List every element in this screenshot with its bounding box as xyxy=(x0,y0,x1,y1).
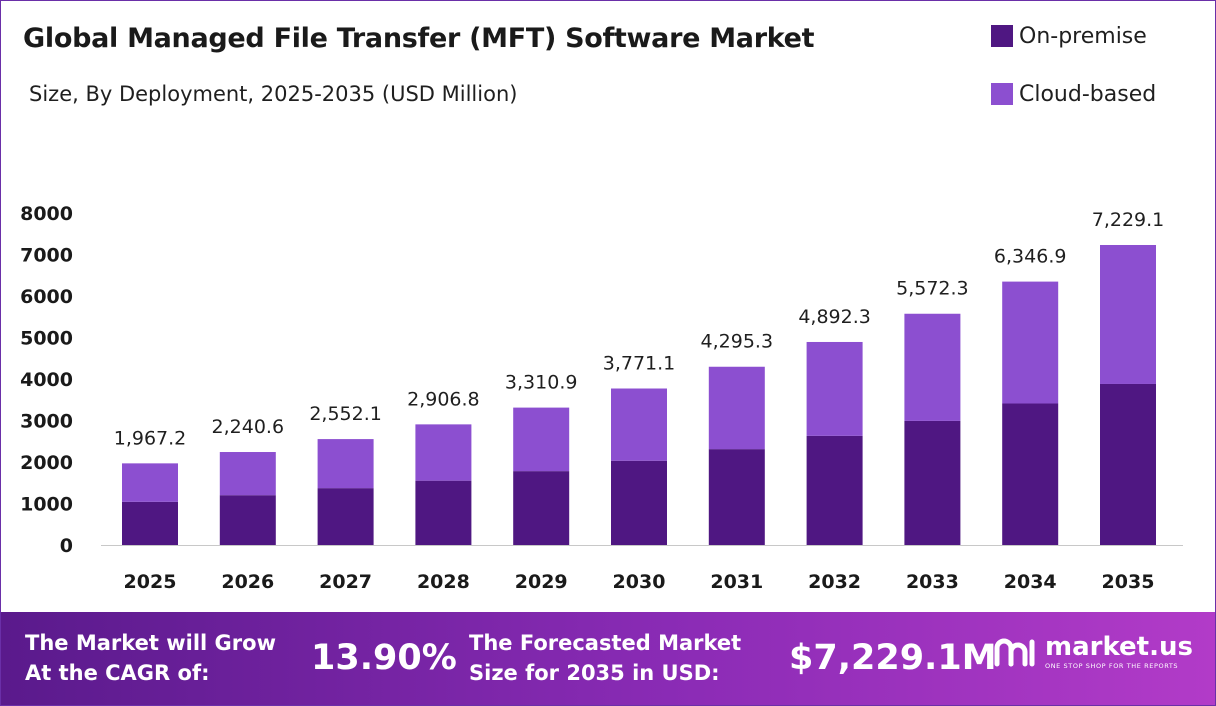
data-label-2025: 1,967.2 xyxy=(114,427,187,449)
y-tick-label: 6000 xyxy=(20,286,73,308)
bar-cloud-based-2032 xyxy=(806,341,863,436)
bar-on-premise-2029 xyxy=(513,471,570,545)
brand-name: market.us xyxy=(1045,632,1193,662)
bar-on-premise-2035 xyxy=(1100,383,1156,545)
bar-cloud-based-2033 xyxy=(904,313,961,421)
legend-item-on-premise: On-premise xyxy=(991,21,1156,51)
y-tick-label: 5000 xyxy=(20,328,73,350)
y-tick-label: 7000 xyxy=(20,245,73,267)
bar-on-premise-2027 xyxy=(317,488,374,545)
bar-cloud-based-2026 xyxy=(219,452,276,496)
y-tick-label: 4000 xyxy=(20,369,73,391)
y-tick-label: 8000 xyxy=(20,203,73,225)
data-label-2030: 3,771.1 xyxy=(603,352,676,374)
cagr-label-line-1: The Market will Grow xyxy=(25,631,276,655)
data-label-2031: 4,295.3 xyxy=(701,331,774,353)
y-tick-label: 3000 xyxy=(20,411,73,433)
legend-item-cloud-based: Cloud-based xyxy=(991,79,1156,109)
forecast-value: $7,229.1M xyxy=(789,638,997,678)
data-label-2027: 2,552.1 xyxy=(309,403,382,425)
forecast-label-line-1: The Forecasted Market xyxy=(469,631,742,655)
brand-logo-icon xyxy=(994,638,1035,667)
bar-on-premise-2030 xyxy=(611,460,667,545)
y-tick-label: 2000 xyxy=(20,452,73,474)
y-tick-label: 0 xyxy=(60,535,73,557)
cagr-label-line-2: At the CAGR of: xyxy=(25,661,210,685)
bar-cloud-based-2027 xyxy=(317,439,374,489)
forecast-label-line-2: Size for 2035 in USD: xyxy=(469,661,720,685)
data-label-2029: 3,310.9 xyxy=(505,372,578,394)
legend: On-premise Cloud-based xyxy=(991,21,1156,137)
legend-swatch-cloud-based xyxy=(991,83,1013,105)
bar-on-premise-2032 xyxy=(806,435,863,545)
data-label-2028: 2,906.8 xyxy=(407,388,480,410)
legend-swatch-on-premise xyxy=(991,25,1013,47)
data-label-2035: 7,229.1 xyxy=(1092,209,1165,231)
x-tick-label-2033: 2033 xyxy=(906,571,959,593)
cagr-label: The Market will Grow At the CAGR of: xyxy=(25,628,276,688)
bar-cloud-based-2029 xyxy=(513,407,570,472)
x-tick-label-2034: 2034 xyxy=(1004,571,1057,593)
x-tick-label-2035: 2035 xyxy=(1102,571,1155,593)
summary-banner: The Market will Grow At the CAGR of: 13.… xyxy=(1,612,1215,705)
x-tick-label-2028: 2028 xyxy=(417,571,470,593)
x-tick-label-2031: 2031 xyxy=(710,571,763,593)
legend-label-on-premise: On-premise xyxy=(1019,23,1147,49)
bar-cloud-based-2025 xyxy=(122,463,178,502)
bar-on-premise-2033 xyxy=(904,420,961,545)
brand-logo: market.us ONE STOP SHOP FOR THE REPORTS xyxy=(993,634,1193,670)
bar-on-premise-2025 xyxy=(122,501,178,545)
data-label-2033: 5,572.3 xyxy=(896,278,969,300)
data-label-2032: 4,892.3 xyxy=(798,306,871,328)
data-label-2034: 6,346.9 xyxy=(994,246,1067,268)
bar-on-premise-2028 xyxy=(415,480,472,545)
bar-cloud-based-2035 xyxy=(1100,244,1156,384)
bar-on-premise-2031 xyxy=(708,449,765,545)
x-tick-label-2032: 2032 xyxy=(808,571,861,593)
bar-chart: 0 1000 2000 3000 4000 5000 6000 7000 8000 1,967.2… xyxy=(20,203,1183,593)
bar-on-premise-2026 xyxy=(219,495,276,545)
data-label-2026: 2,240.6 xyxy=(212,416,285,438)
forecast-label: The Forecasted Market Size for 2035 in U… xyxy=(469,628,741,688)
bar-on-premise-2034 xyxy=(1002,403,1059,545)
cagr-value: 13.90% xyxy=(311,638,457,678)
bar-cloud-based-2031 xyxy=(708,366,765,450)
bar-cloud-based-2030 xyxy=(611,388,667,461)
x-tick-label-2026: 2026 xyxy=(221,571,274,593)
chart-title: Global Managed File Transfer (MFT) Softw… xyxy=(23,23,815,54)
x-tick-label-2030: 2030 xyxy=(613,571,666,593)
chart-subtitle: Size, By Deployment, 2025-2035 (USD Mill… xyxy=(29,82,518,106)
x-tick-label-2029: 2029 xyxy=(515,571,568,593)
legend-label-cloud-based: Cloud-based xyxy=(1019,81,1157,107)
x-tick-label-2027: 2027 xyxy=(319,571,372,593)
y-tick-label: 1000 xyxy=(20,494,73,516)
x-tick-label-2025: 2025 xyxy=(124,571,177,593)
bar-cloud-based-2028 xyxy=(415,424,472,481)
bar-cloud-based-2034 xyxy=(1002,281,1059,404)
brand-tagline: ONE STOP SHOP FOR THE REPORTS xyxy=(1045,662,1179,670)
